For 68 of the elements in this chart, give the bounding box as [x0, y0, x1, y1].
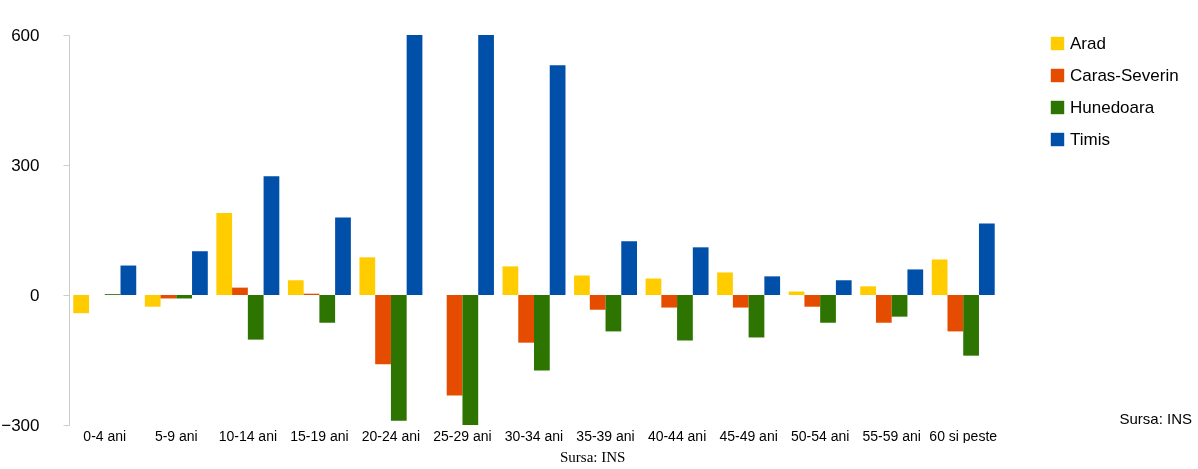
bar: [375, 295, 391, 365]
text: Sursa: INS: [560, 449, 626, 466]
y-tick-label: −300: [1, 415, 40, 435]
bar: [692, 247, 709, 295]
text: Sursa: INS: [1119, 410, 1192, 427]
bar: [907, 269, 924, 295]
bar: [717, 272, 733, 295]
x-tick-label: 55-59 ani: [862, 427, 921, 444]
bar: [621, 241, 638, 295]
bar: [446, 295, 463, 396]
x-tick-label: 20-24 ani: [361, 427, 421, 444]
bar: [891, 295, 908, 317]
x-tick-label: 10-14 ani: [218, 427, 278, 444]
bar: [947, 295, 964, 332]
x-tick-label: 40-44 ani: [647, 427, 707, 444]
bar: [978, 223, 995, 295]
legend-label: Timis: [1070, 129, 1110, 149]
legend-label: Hunedoara: [1070, 97, 1155, 117]
bar: [605, 295, 622, 332]
x-tick-label: 25-29 ani: [433, 427, 492, 444]
y-tick-label: 300: [11, 155, 40, 175]
bar: [574, 275, 590, 295]
bar: [390, 295, 407, 421]
bar: [549, 65, 566, 295]
x-tick-label: 45-49 ani: [719, 427, 778, 444]
bar: [534, 295, 550, 371]
bar: [963, 295, 979, 356]
x-tick-label: 30-34 ani: [504, 427, 564, 444]
bar: [820, 295, 836, 323]
bar: [263, 176, 280, 295]
bar: [589, 295, 606, 310]
bar: [518, 295, 534, 343]
x-tick-label: 50-54 ani: [790, 427, 850, 444]
legend-label: Caras-Severin: [1070, 65, 1179, 85]
bar: [645, 278, 662, 295]
bar: [232, 287, 248, 295]
bar: [73, 295, 90, 314]
x-tick-label: 35-39 ani: [576, 427, 635, 444]
bar: [247, 295, 264, 340]
legend-label: Arad: [1070, 33, 1106, 53]
bar: [478, 35, 494, 295]
bar: [462, 295, 479, 425]
x-tick-label: 0-4 ani: [83, 427, 127, 444]
bar: [144, 295, 161, 307]
bar: [335, 217, 351, 295]
bar: [406, 35, 423, 295]
y-tick-label: 0: [30, 285, 40, 305]
bar: [875, 295, 892, 323]
bar: [192, 251, 208, 295]
bar: [764, 276, 781, 295]
bar: [748, 295, 765, 338]
bar: [732, 295, 749, 308]
bar: [661, 295, 678, 308]
x-tick-label: 15-19 ani: [290, 427, 349, 444]
bar: [677, 295, 693, 341]
bar: [216, 213, 233, 295]
bar: [502, 266, 519, 295]
x-tick-label: 5-9 ani: [154, 427, 198, 444]
y-tick-label: 600: [11, 25, 40, 45]
bar: [359, 257, 376, 295]
bar: [835, 280, 852, 295]
bar: [120, 265, 137, 295]
x-tick-label: 60 si peste: [929, 427, 998, 444]
bar: [860, 286, 876, 295]
bar: [931, 259, 948, 295]
bar: [319, 295, 336, 323]
bar: [804, 295, 821, 307]
bar: [287, 280, 304, 295]
